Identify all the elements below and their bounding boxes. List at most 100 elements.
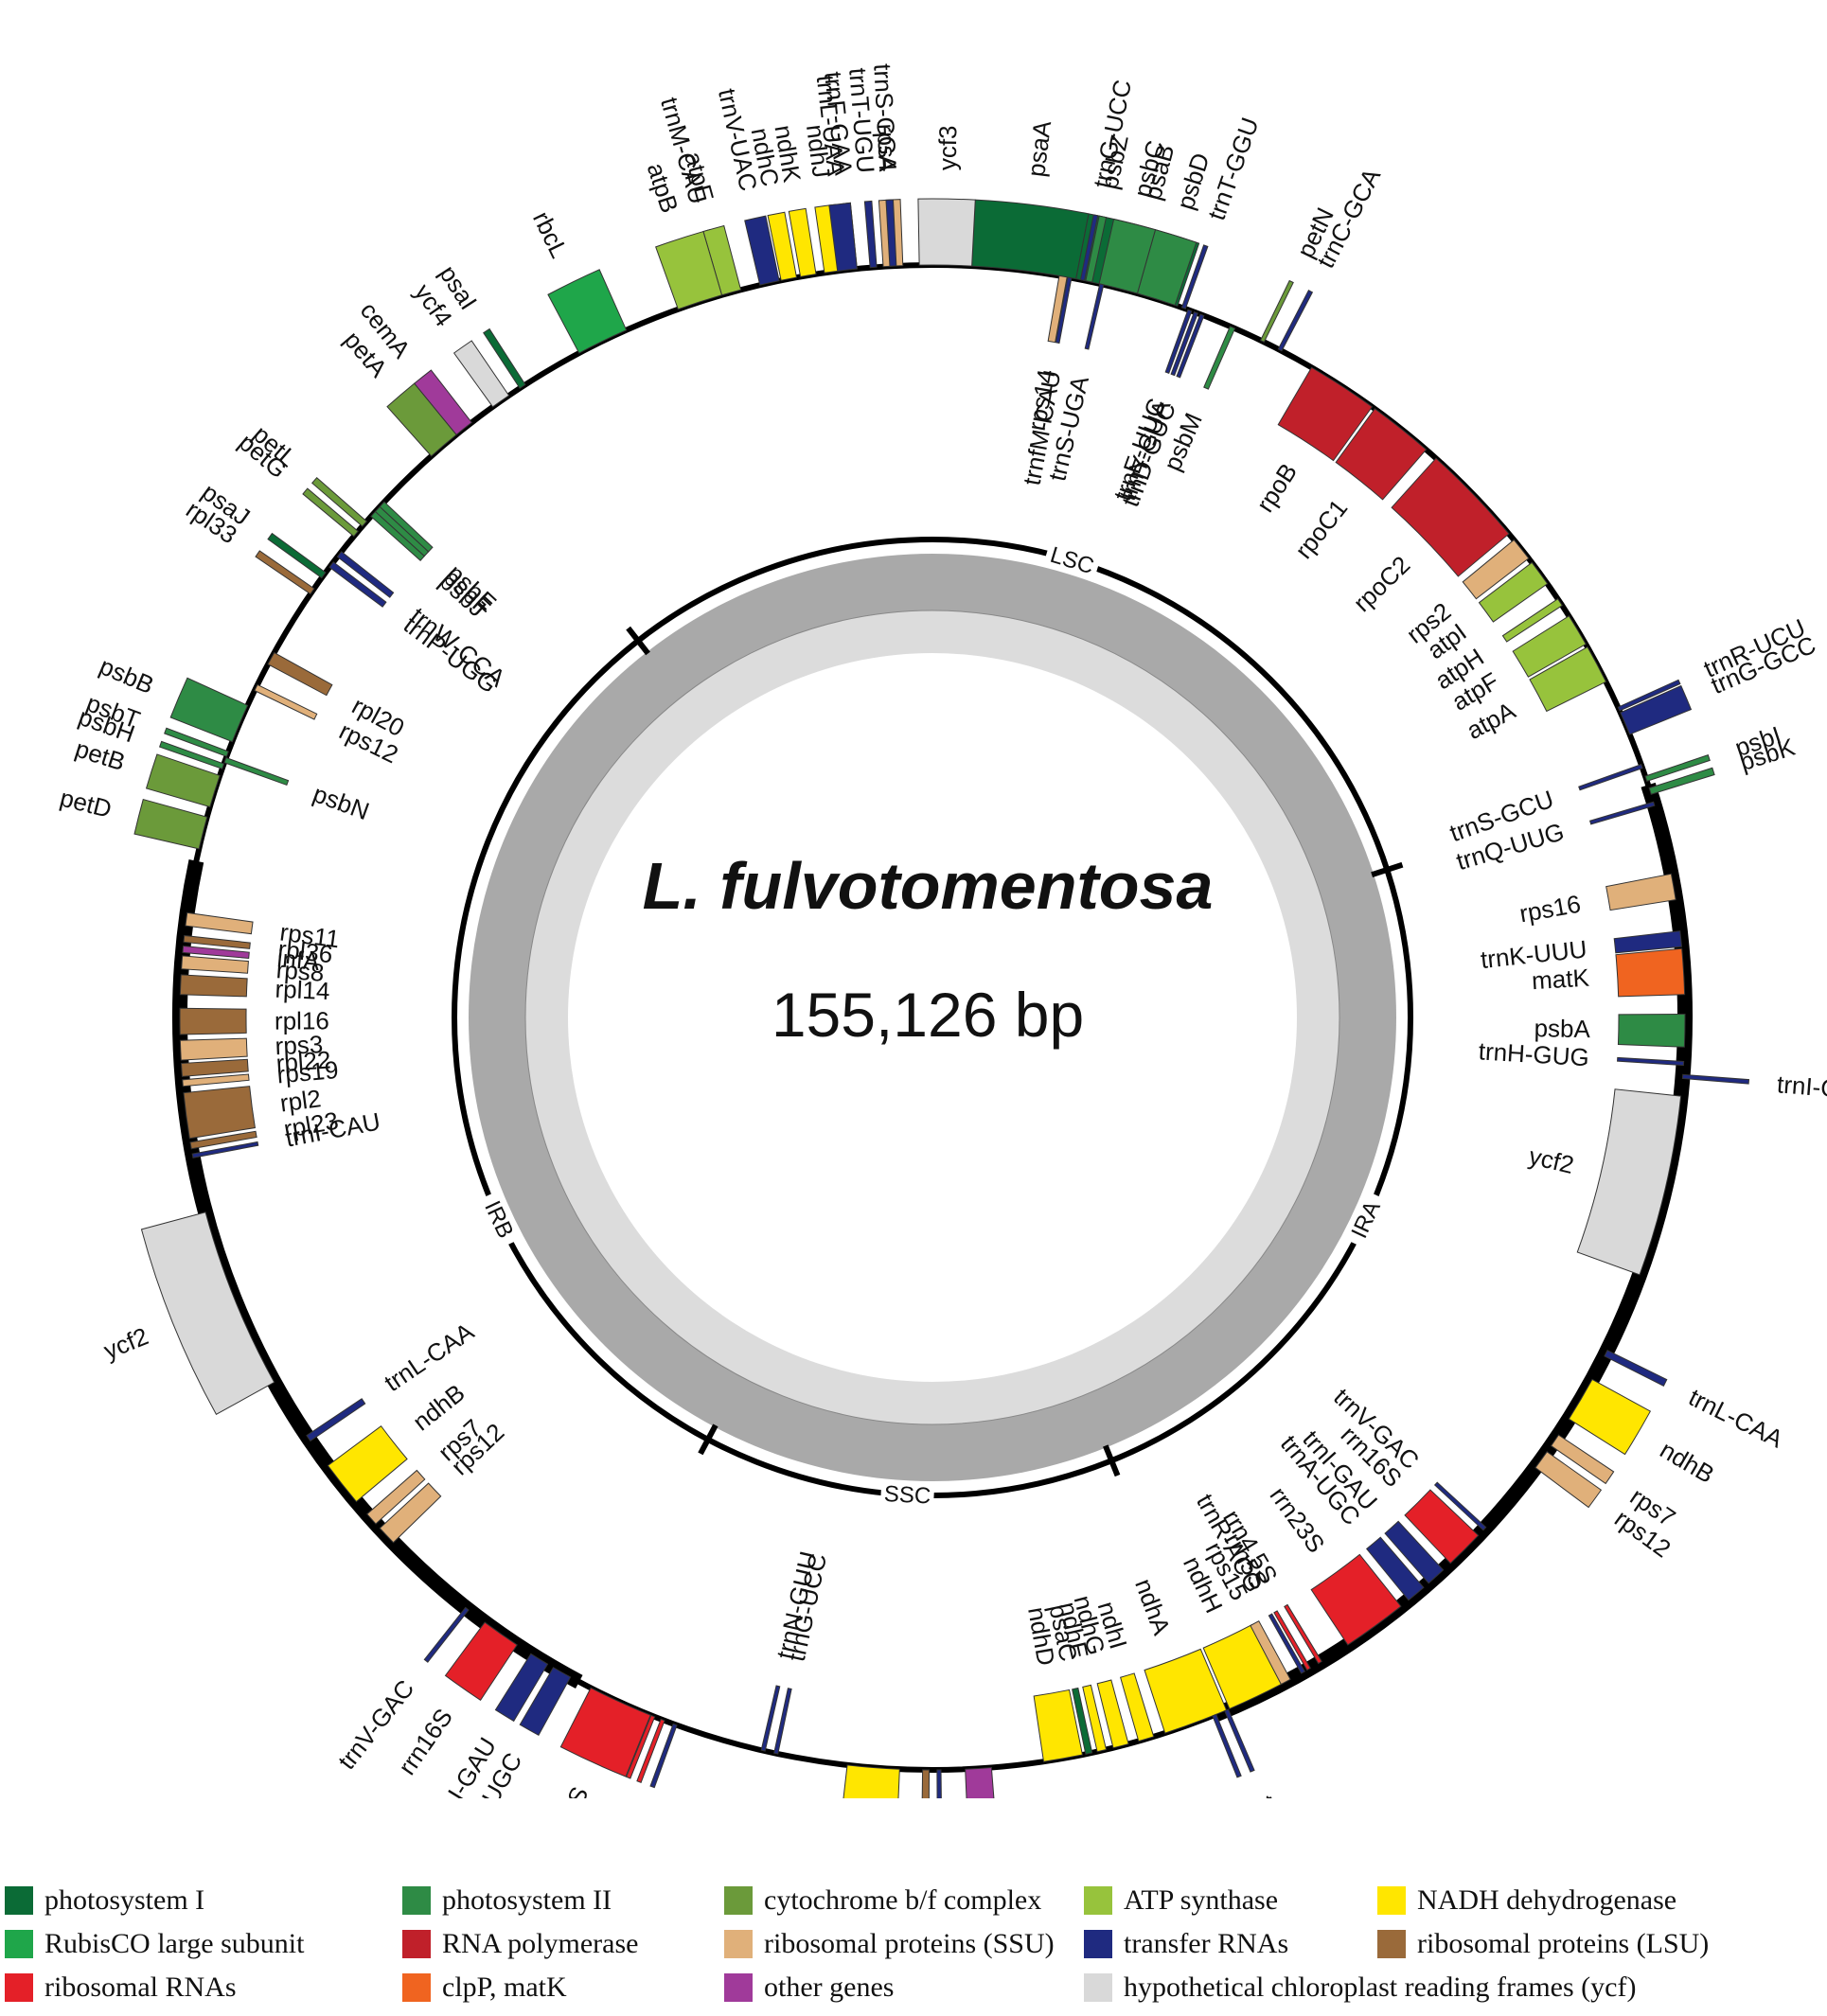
gene-block-trnr-ucu xyxy=(1617,679,1681,712)
gc-midline xyxy=(524,610,1340,1425)
gene-block-trnl-uag xyxy=(936,1769,942,1798)
gene-block-rps8 xyxy=(181,955,249,974)
gene-block-rps7 xyxy=(1550,1434,1615,1485)
gene-block-rpl20 xyxy=(267,651,333,697)
legend-item-atp: ATP synthase xyxy=(1084,1883,1377,1918)
legend-label: photosystem II xyxy=(442,1884,612,1916)
gene-block-trni-cau xyxy=(191,1141,259,1158)
gene-label: rps16 xyxy=(1517,890,1583,928)
gene-block-trnfm-cau xyxy=(1055,276,1073,345)
gene-block-ndhi xyxy=(1120,1672,1155,1742)
gene-block-rpl23 xyxy=(189,1130,257,1150)
gene-block-ndhb xyxy=(327,1425,408,1503)
legend-label: photosystem I xyxy=(44,1884,205,1916)
legend-item-rps: ribosomal proteins (SSU) xyxy=(724,1927,1084,1961)
gene-block-infa xyxy=(182,945,250,959)
gene-block-psbn xyxy=(223,756,290,787)
gene-label: trnS-GGA xyxy=(868,62,902,172)
genome-title: L. fulvotomentosa xyxy=(643,849,1214,923)
legend-label: RNA polymerase xyxy=(442,1928,639,1959)
gene-label: trnN-GUU xyxy=(1251,1792,1320,1798)
gene-block-trns-gga xyxy=(885,199,897,267)
gene-block-rrn16s xyxy=(444,1621,518,1702)
legend-label: transfer RNAs xyxy=(1124,1928,1289,1959)
gene-block-trnv-gac xyxy=(423,1606,470,1663)
legend-label: ribosomal proteins (SSU) xyxy=(764,1928,1055,1959)
legend-label: other genes xyxy=(764,1972,895,2003)
legend-swatch xyxy=(5,1930,33,1958)
gene-block-petd xyxy=(133,798,208,850)
gene-block-ycf3 xyxy=(917,198,976,267)
gene-block-rps11 xyxy=(185,911,254,935)
gene-block-rpoc1 xyxy=(1335,408,1428,501)
gene-block-ycf4 xyxy=(452,340,510,408)
gene-block-trna-ugc xyxy=(1366,1536,1425,1601)
gene-block-trnd-guc xyxy=(1176,313,1205,379)
gene-block-psba xyxy=(1617,1014,1686,1048)
gene-label: psaA xyxy=(1021,118,1056,178)
legend-swatch xyxy=(5,1973,33,2002)
gc-center xyxy=(568,653,1297,1382)
legend-item-ps2: photosystem II xyxy=(402,1883,724,1918)
gene-block-rrn5s xyxy=(1273,1610,1311,1671)
gene-block-rpl14 xyxy=(179,974,248,998)
gene-label: rps3 xyxy=(275,1030,324,1060)
gene-block-ndhf xyxy=(843,1764,900,1798)
legend: photosystem I photosystem II cytochrome b/… xyxy=(0,1883,1827,2016)
gene-label: psbN xyxy=(310,779,373,825)
gene-label: matK xyxy=(1531,964,1590,996)
gene-block-rps12 xyxy=(254,683,318,720)
gene-block-rrn23s xyxy=(1310,1553,1402,1646)
legend-item-rrn: ribosomal RNAs xyxy=(5,1971,402,2005)
legend-swatch xyxy=(1377,1930,1406,1958)
gene-label: rpoC1 xyxy=(1289,494,1354,564)
gene-block-petb xyxy=(145,753,221,808)
gene-block-trnr-acg xyxy=(649,1723,678,1789)
gene-block-psbb xyxy=(169,677,249,743)
legend-item-oth: other genes xyxy=(724,1971,1084,2005)
gene-label: psbA xyxy=(1534,1014,1590,1043)
gene-label: rpoB xyxy=(1251,458,1303,517)
gene-block-psaa xyxy=(971,199,1090,280)
gene-block-trni-gau xyxy=(494,1653,549,1723)
legend-label: RubisCO large subunit xyxy=(44,1928,305,1959)
gene-block-atpe xyxy=(702,224,742,296)
gene-label: ycf2 xyxy=(1526,1141,1576,1179)
gene-block-trnt-ugu xyxy=(863,200,878,269)
gc-content-ring xyxy=(469,554,1396,1481)
legend-item-ndh: NADH dehydrogenase xyxy=(1377,1883,1803,1918)
gene-block-ndhc xyxy=(767,211,798,281)
gene-block-trnv-gac xyxy=(1433,1481,1487,1531)
gene-block-rps16 xyxy=(1605,873,1676,911)
gene-block-trng-ucc xyxy=(773,1688,792,1755)
gene-label: rpl36 xyxy=(276,934,334,968)
gene-block-trny-gua xyxy=(1170,310,1199,377)
gene-block-trns-uga xyxy=(1084,283,1105,350)
gene-block-ycf2 xyxy=(1576,1088,1682,1276)
legend-item-rbc: RubisCO large subunit xyxy=(5,1927,402,1961)
region-boundary xyxy=(698,1424,718,1456)
region-boundary xyxy=(1371,861,1404,878)
gene-block-psac xyxy=(1072,1687,1093,1755)
gene-block-rpl33 xyxy=(255,550,315,595)
legend-swatch xyxy=(724,1930,753,1958)
gene-label: trnI-CAU xyxy=(1776,1070,1827,1105)
gene-block-ndhd xyxy=(1033,1689,1084,1762)
gene-block-ndhg xyxy=(1096,1679,1129,1749)
region-label-bg xyxy=(475,1190,523,1249)
gene-block-rps7 xyxy=(366,1469,426,1525)
gene-block-ndhe xyxy=(1082,1684,1108,1753)
gene-block-psbk xyxy=(1648,767,1715,795)
legend-label: ribosomal proteins (LSU) xyxy=(1417,1928,1710,1959)
gene-label: rpoC2 xyxy=(1348,550,1416,617)
gene-block-trnp-ugg xyxy=(328,561,387,608)
legend-swatch xyxy=(724,1886,753,1915)
gene-block-atpa xyxy=(1529,645,1607,713)
region-label-bg xyxy=(1042,539,1102,581)
gene-block-trne-uuc xyxy=(1164,309,1193,375)
gene-block-psbt xyxy=(164,727,229,757)
legend-label: ATP synthase xyxy=(1124,1884,1279,1916)
gene-block-rrn5s xyxy=(636,1718,665,1784)
gene-label: ndhA xyxy=(1129,1575,1177,1639)
gene-block-trni-gau xyxy=(1384,1520,1445,1584)
